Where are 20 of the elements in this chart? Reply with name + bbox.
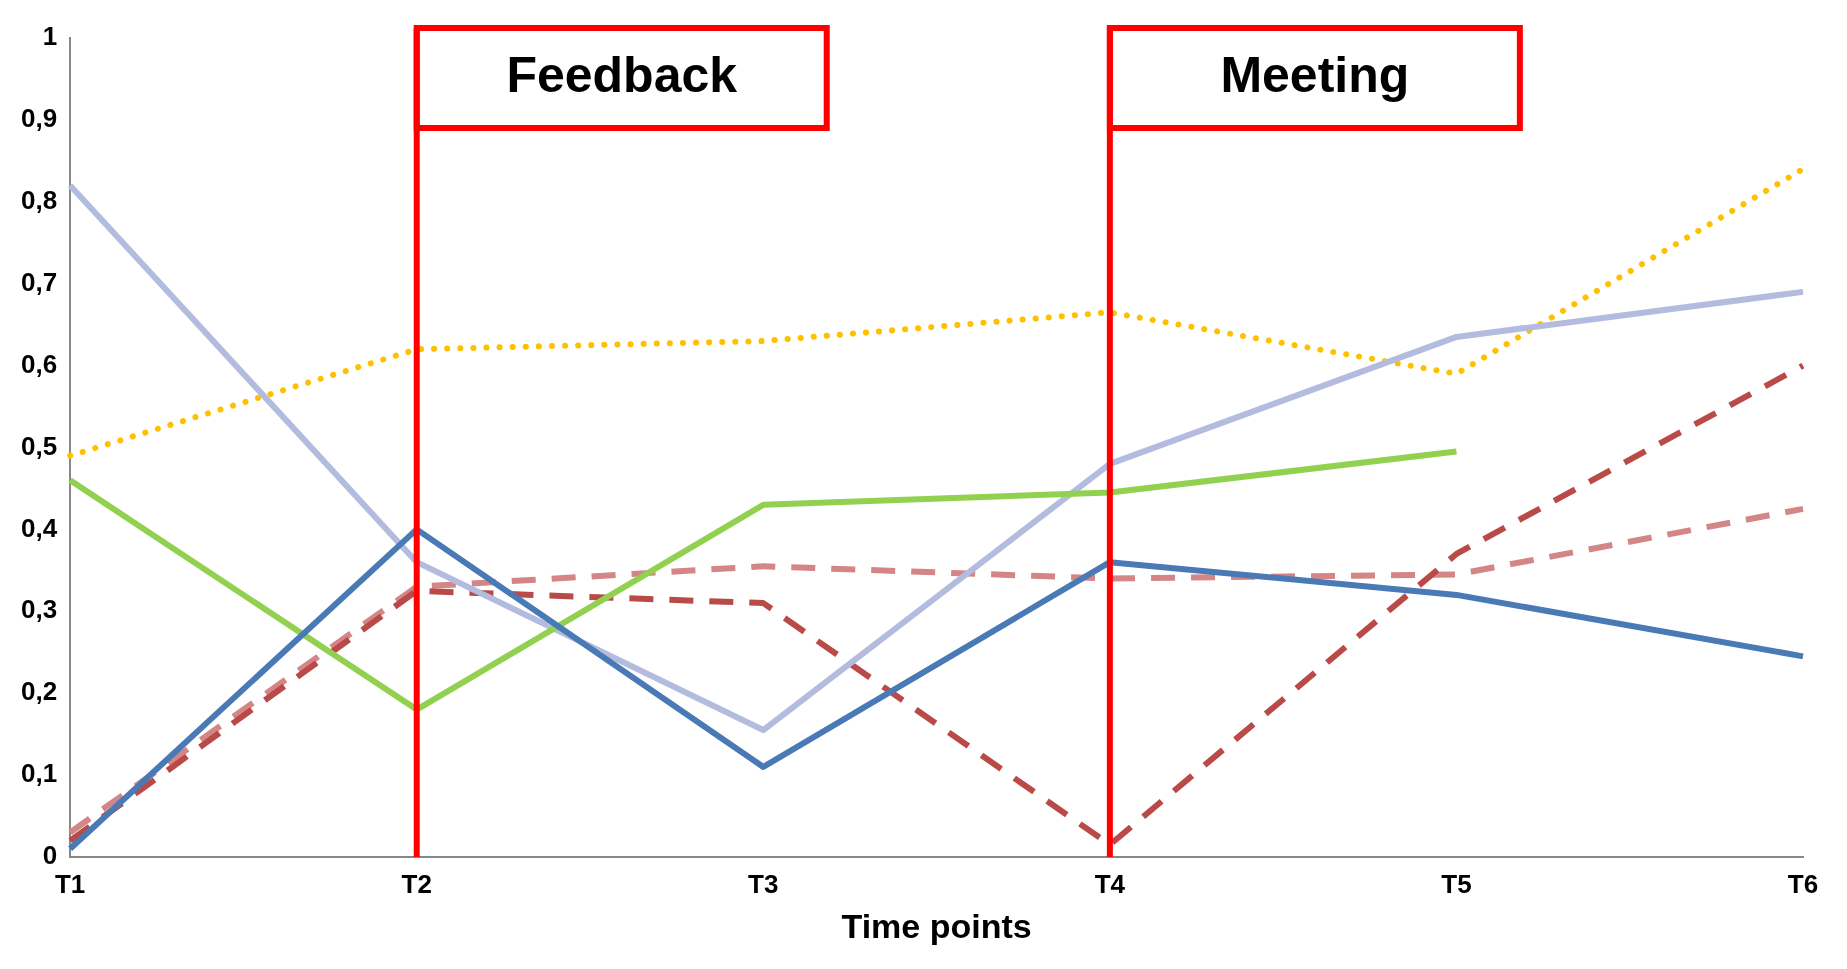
ref-line-label: Feedback [506,46,738,103]
x-tick-label: T3 [748,868,779,899]
y-tick-label: 0,2 [20,676,58,707]
y-tick-label: 1 [42,21,58,52]
y-tick-label: 0,9 [20,103,58,134]
x-tick-label: T6 [1787,868,1819,899]
y-tick-label: 0,5 [20,430,58,461]
y-tick-label: 0,7 [20,266,58,297]
ref-line-label: Meeting [1220,46,1410,103]
x-tick-label: T5 [1441,868,1472,899]
y-tick-label: 0,3 [20,594,58,625]
x-tick-label: T2 [401,868,432,899]
y-tick-label: 0,8 [20,184,58,215]
x-tick-label: T4 [1094,868,1126,899]
y-tick-label: 0,6 [20,348,58,379]
x-tick-label: T1 [54,868,86,899]
y-tick-label: 0,1 [20,758,58,789]
y-tick-label: 0,4 [20,512,58,543]
x-axis-title: Time points [841,906,1032,945]
y-tick-label: 0 [42,840,58,871]
